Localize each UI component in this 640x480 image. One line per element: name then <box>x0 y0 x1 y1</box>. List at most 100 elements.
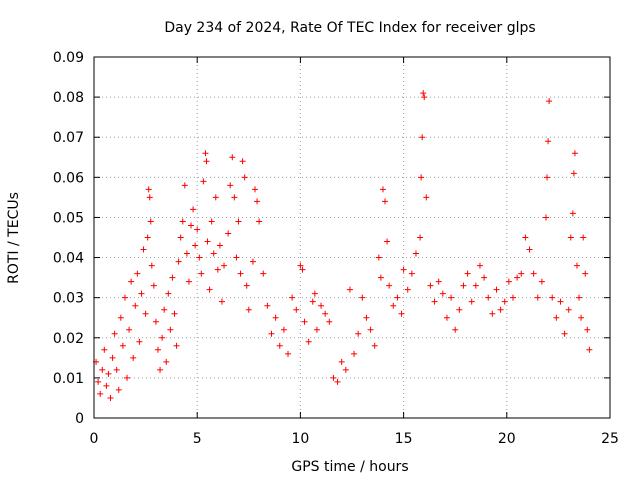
data-point <box>553 314 560 321</box>
data-point <box>363 314 370 321</box>
data-point <box>210 250 217 257</box>
chart-title: Day 234 of 2024, Rate Of TEC Index for r… <box>164 20 535 36</box>
data-point <box>379 186 386 193</box>
data-point <box>313 326 320 333</box>
data-point <box>404 286 411 293</box>
data-point <box>476 262 483 269</box>
x-tick-label: 0 <box>90 431 99 447</box>
data-point <box>375 254 382 261</box>
data-point <box>171 310 178 317</box>
data-point <box>249 258 256 265</box>
data-point <box>412 250 419 257</box>
y-tick-label: 0.09 <box>53 50 84 66</box>
data-point <box>175 258 182 265</box>
data-point <box>468 298 475 305</box>
data-point <box>571 150 578 157</box>
data-point <box>239 158 246 165</box>
data-point <box>522 234 529 241</box>
data-point <box>177 234 184 241</box>
data-point <box>194 226 201 233</box>
data-point <box>427 282 434 289</box>
data-point <box>377 274 384 281</box>
y-tick-label: 0.06 <box>53 170 84 186</box>
data-point <box>452 326 459 333</box>
grid-lines <box>94 57 610 418</box>
data-point <box>497 306 504 313</box>
data-point <box>301 318 308 325</box>
data-point <box>192 242 199 249</box>
data-point <box>126 326 133 333</box>
data-point <box>423 194 430 201</box>
data-point <box>97 390 104 397</box>
data-point <box>386 282 393 289</box>
data-point <box>225 230 232 237</box>
data-point <box>448 294 455 301</box>
data-point <box>124 374 131 381</box>
data-point <box>163 358 170 365</box>
data-point <box>144 234 151 241</box>
data-point <box>297 262 304 269</box>
data-point <box>109 354 116 361</box>
data-point <box>117 314 124 321</box>
data-point <box>431 298 438 305</box>
data-point <box>203 158 210 165</box>
data-point <box>580 234 587 241</box>
data-point <box>216 242 223 249</box>
data-point <box>208 218 215 225</box>
data-point <box>152 318 159 325</box>
data-point <box>276 342 283 349</box>
data-point <box>443 314 450 321</box>
data-point <box>99 366 106 373</box>
data-point <box>293 306 300 313</box>
data-point <box>181 182 188 189</box>
data-point <box>543 214 550 221</box>
data-point <box>322 310 329 317</box>
data-point <box>154 346 161 353</box>
data-point <box>119 342 126 349</box>
data-point <box>576 294 583 301</box>
data-point <box>179 218 186 225</box>
data-point <box>188 222 195 229</box>
data-point <box>235 218 242 225</box>
data-point <box>509 294 516 301</box>
data-point <box>150 282 157 289</box>
data-point <box>417 234 424 241</box>
data-point <box>578 314 585 321</box>
data-point <box>489 310 496 317</box>
data-point <box>138 290 145 297</box>
data-point <box>485 294 492 301</box>
data-point <box>299 266 306 273</box>
data-point <box>334 378 341 385</box>
data-point <box>245 306 252 313</box>
y-tick-label: 0.07 <box>53 130 84 146</box>
data-point <box>101 346 108 353</box>
data-point <box>501 298 508 305</box>
data-point <box>419 134 426 141</box>
data-point <box>157 366 164 373</box>
data-point <box>136 338 143 345</box>
data-point <box>400 266 407 273</box>
data-point <box>95 378 102 385</box>
data-point <box>530 270 537 277</box>
data-point <box>272 314 279 321</box>
data-point <box>481 274 488 281</box>
data-point <box>198 270 205 277</box>
data-point <box>342 366 349 373</box>
data-point <box>346 286 353 293</box>
data-point <box>557 298 564 305</box>
x-tick-labels: 0 5 10 15 20 25 <box>90 431 619 447</box>
data-point <box>202 150 209 157</box>
data-point <box>351 350 358 357</box>
data-point <box>318 302 325 309</box>
data-point <box>420 90 427 97</box>
data-point <box>505 278 512 285</box>
y-tick-label: 0 <box>75 411 84 427</box>
data-point <box>165 290 172 297</box>
x-tick-label: 10 <box>291 431 309 447</box>
y-tick-labels: 0 0.01 0.02 0.03 0.04 0.05 0.06 0.07 0.08 0.09 <box>53 50 84 427</box>
data-point <box>105 370 112 377</box>
y-tick-label: 0.08 <box>53 90 84 106</box>
data-point <box>390 302 397 309</box>
data-point <box>311 290 318 297</box>
plot-frame <box>93 56 611 419</box>
